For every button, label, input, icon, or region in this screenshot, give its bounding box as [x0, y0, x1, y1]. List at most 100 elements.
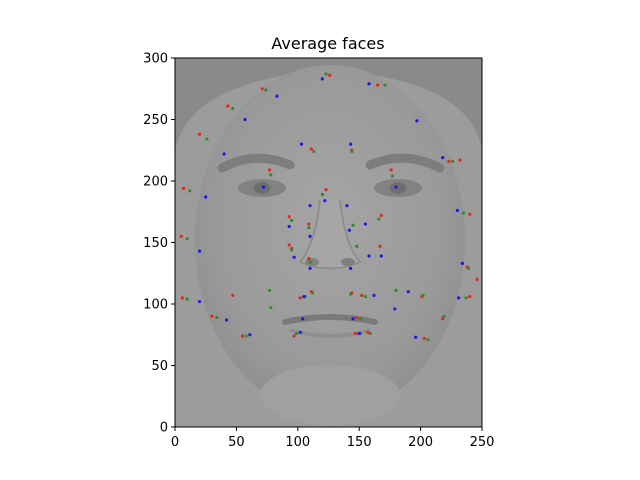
data-point [288, 215, 291, 218]
data-point [307, 257, 310, 260]
data-point [383, 83, 386, 86]
data-point [248, 333, 251, 336]
data-point [351, 224, 354, 227]
data-point [186, 297, 189, 300]
data-point [462, 211, 465, 214]
data-point [441, 156, 444, 159]
data-point [268, 289, 271, 292]
data-point [307, 222, 310, 225]
chart-title: Average faces [271, 34, 384, 53]
data-point [345, 204, 348, 207]
data-point [391, 174, 394, 177]
data-point [269, 173, 272, 176]
data-point [312, 150, 315, 153]
data-point [323, 199, 326, 202]
data-point [269, 306, 272, 309]
data-point [364, 295, 367, 298]
data-point [328, 74, 331, 77]
data-point [245, 334, 248, 337]
data-point [299, 331, 302, 334]
x-tick-label: 50 [228, 435, 245, 450]
data-point [182, 187, 185, 190]
data-point [264, 88, 267, 91]
data-point [308, 261, 311, 264]
data-point [394, 289, 397, 292]
y-tick-label: 300 [143, 52, 168, 67]
data-point [350, 150, 353, 153]
data-point [364, 222, 367, 225]
data-point [310, 147, 313, 150]
data-point [372, 294, 375, 297]
data-point [468, 295, 471, 298]
data-point [308, 235, 311, 238]
data-point [262, 186, 265, 189]
data-point [288, 225, 291, 228]
data-point [456, 209, 459, 212]
data-point [475, 278, 478, 281]
data-point [324, 72, 327, 75]
data-point [451, 160, 454, 163]
data-point [351, 317, 354, 320]
data-point [241, 334, 244, 337]
data-point [354, 332, 357, 335]
data-point [378, 245, 381, 248]
data-point [377, 218, 380, 221]
data-point [181, 296, 184, 299]
data-point [295, 332, 298, 335]
data-point [394, 186, 397, 189]
data-point [204, 195, 207, 198]
x-tick-label: 200 [408, 435, 433, 450]
data-point [188, 189, 191, 192]
data-point [457, 296, 460, 299]
data-point [458, 158, 461, 161]
data-point [367, 254, 370, 257]
x-tick-label: 250 [470, 435, 495, 450]
y-tick-label: 150 [143, 236, 168, 251]
data-point [464, 296, 467, 299]
data-point [293, 256, 296, 259]
x-tick-label: 0 [171, 435, 179, 450]
data-point [186, 237, 189, 240]
x-tick-label: 100 [285, 435, 310, 450]
data-point [349, 293, 352, 296]
data-point [268, 168, 271, 171]
data-point [380, 254, 383, 257]
data-point [308, 204, 311, 207]
y-axis: 050100150200250300 [143, 52, 175, 436]
data-point [215, 316, 218, 319]
data-point [359, 317, 362, 320]
data-point [231, 294, 234, 297]
y-tick-label: 50 [151, 359, 168, 374]
data-point [198, 133, 201, 136]
data-point [210, 315, 213, 318]
data-point [376, 83, 379, 86]
data-point [321, 193, 324, 196]
data-point [348, 229, 351, 232]
data-point [226, 104, 229, 107]
y-tick-label: 100 [143, 298, 168, 313]
data-point [223, 152, 226, 155]
data-point [447, 160, 450, 163]
data-point [225, 318, 228, 321]
data-point [390, 168, 393, 171]
data-point [369, 332, 372, 335]
y-tick-label: 0 [160, 421, 168, 436]
data-point [198, 250, 201, 253]
data-point [355, 245, 358, 248]
data-point [421, 294, 424, 297]
data-point [468, 213, 471, 216]
data-point [349, 267, 352, 270]
data-point [299, 296, 302, 299]
y-tick-label: 200 [143, 175, 168, 190]
data-point [442, 315, 445, 318]
data-point [467, 267, 470, 270]
data-point [414, 336, 417, 339]
data-point [308, 267, 311, 270]
data-point [358, 332, 361, 335]
data-point [311, 291, 314, 294]
data-point [180, 235, 183, 238]
data-point [393, 307, 396, 310]
data-point [415, 119, 418, 122]
data-point [275, 95, 278, 98]
